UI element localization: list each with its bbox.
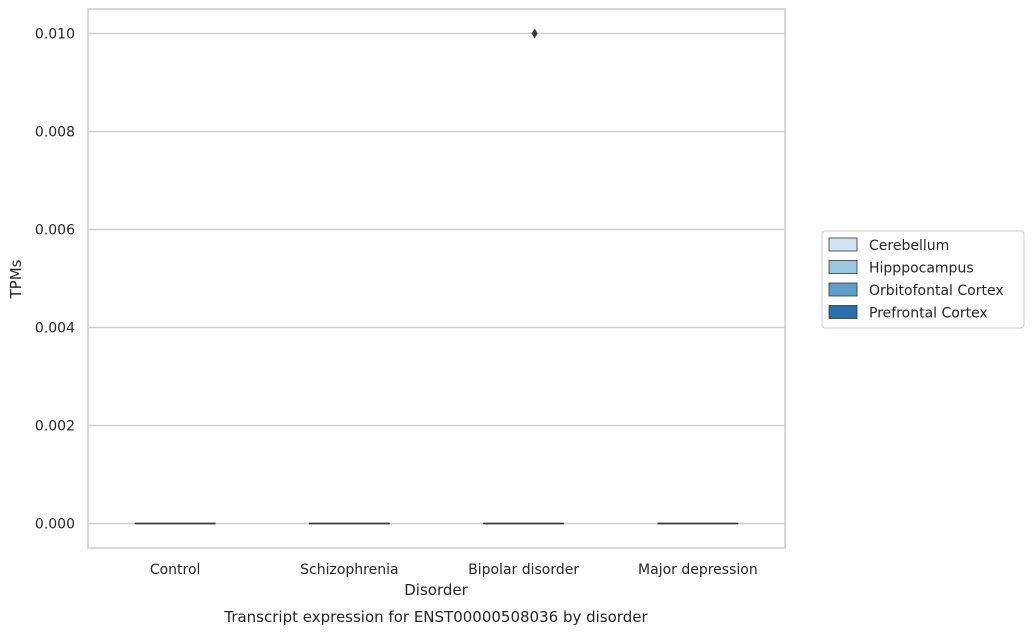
legend-label: Cerebellum <box>869 238 949 254</box>
x-tick-label: Bipolar disorder <box>468 562 579 578</box>
plot-frame <box>87 8 786 549</box>
legend-label: Hipppocampus <box>869 261 974 277</box>
legend: Cerebellum Hipppocampus Orbitofontal Corte… <box>821 230 1025 329</box>
boxes <box>134 28 739 525</box>
legend-frame <box>821 230 1025 329</box>
y-axis-label: TPMs <box>7 259 25 299</box>
y-tick-label: 0.000 <box>35 517 75 533</box>
x-tick-label: Control <box>150 562 201 578</box>
legend-swatch <box>828 237 858 252</box>
chart-caption: Transcript expression for ENST0000050803… <box>223 608 648 626</box>
x-tick-label: Schizophrenia <box>300 562 398 578</box>
legend-swatch <box>828 260 858 274</box>
legend-label: Orbitofontal Cortex <box>869 283 1004 299</box>
y-tick-label: 0.002 <box>35 419 75 435</box>
y-tick-label: 0.010 <box>35 27 75 43</box>
legend-label: Prefrontal Cortex <box>869 306 988 322</box>
y-tick-label: 0.008 <box>35 125 75 141</box>
x-tick-label: Major depression <box>638 562 758 578</box>
x-tick-labels: Control Schizophrenia Bipolar disorder Majo… <box>150 562 758 578</box>
legend-swatch <box>828 305 858 319</box>
y-tick-label: 0.006 <box>35 223 75 239</box>
grid-lines <box>88 32 785 525</box>
x-axis-label: Disorder <box>404 581 468 599</box>
legend-swatch <box>828 282 858 297</box>
outlier-point <box>531 28 538 39</box>
y-tick-label: 0.004 <box>35 321 75 337</box>
y-tick-labels: 0.000 0.002 0.004 0.006 0.008 0.010 <box>35 27 75 533</box>
